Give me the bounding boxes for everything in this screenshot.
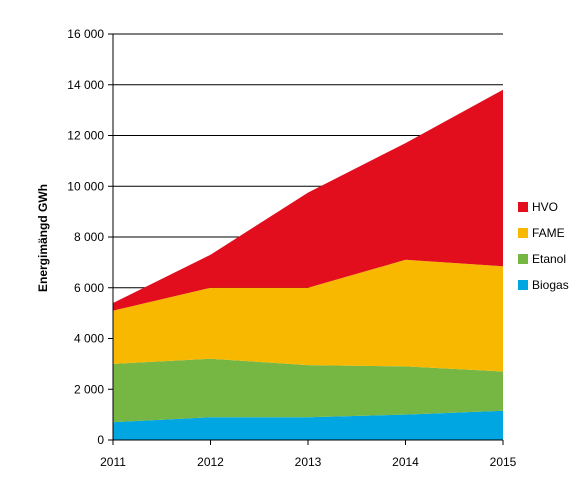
legend: HVO FAME Etanol Biogas [518,200,569,292]
x-tick-label: 2011 [100,455,126,469]
area-fame [113,259,503,372]
y-tick-label: 2 000 [74,382,104,396]
y-tick-label: 12 000 [67,129,104,143]
legend-swatch-etanol [518,254,528,264]
y-tick-label: 6 000 [74,281,104,295]
y-tick-label: 14 000 [67,78,104,92]
legend-swatch-hvo [518,202,528,212]
x-tick-label: 2012 [197,455,224,469]
x-tick-label: 2013 [295,455,322,469]
legend-swatch-biogas [518,280,528,290]
area-hvo [113,89,503,311]
y-axis-title: Energimängd GWh [36,184,50,292]
axes: 0 2 000 4 000 6 000 8 000 10 000 12 000 14 000 1… [67,27,516,469]
area-etanol [113,358,503,423]
legend-label-hvo: HVO [532,200,558,214]
legend-label-etanol: Etanol [532,252,566,266]
x-tick-label: 2014 [392,455,419,469]
y-tick-label: 8 000 [74,230,104,244]
area-biogas [113,410,503,440]
y-tick-label: 4 000 [74,332,104,346]
x-tick-label: 2015 [490,455,517,469]
legend-label-fame: FAME [532,226,565,240]
y-tick-label: 10 000 [67,179,104,193]
area-series-group [113,89,503,440]
legend-swatch-fame [518,228,528,238]
y-tick-label: 16 000 [67,27,104,41]
legend-label-biogas: Biogas [532,278,569,292]
y-tick-label: 0 [97,433,104,447]
